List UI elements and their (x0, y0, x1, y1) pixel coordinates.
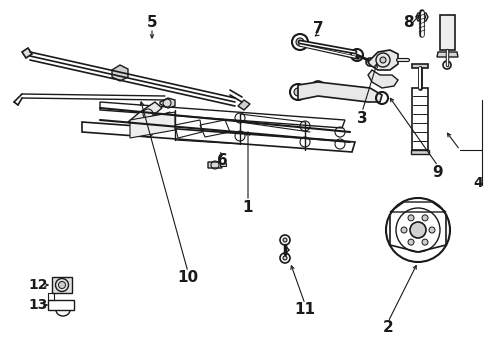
Polygon shape (238, 100, 250, 110)
Circle shape (401, 227, 407, 233)
Polygon shape (220, 163, 226, 166)
Polygon shape (208, 162, 222, 168)
Circle shape (283, 238, 287, 242)
Polygon shape (52, 277, 72, 293)
Text: 5: 5 (147, 14, 157, 30)
Circle shape (408, 215, 414, 221)
Polygon shape (298, 82, 382, 102)
Polygon shape (160, 98, 175, 108)
Polygon shape (440, 15, 455, 50)
Text: 6: 6 (217, 153, 227, 167)
Text: 1: 1 (243, 199, 253, 215)
Text: 3: 3 (357, 111, 368, 126)
Text: 13: 13 (28, 298, 48, 312)
Polygon shape (411, 150, 429, 154)
Polygon shape (412, 64, 428, 68)
Polygon shape (368, 50, 398, 70)
Polygon shape (128, 102, 162, 128)
Text: 8: 8 (403, 14, 413, 30)
Polygon shape (112, 65, 128, 81)
Text: 12: 12 (28, 278, 48, 292)
Text: 11: 11 (294, 302, 316, 318)
Circle shape (408, 239, 414, 245)
Circle shape (296, 38, 304, 46)
Circle shape (380, 57, 386, 63)
Text: 4: 4 (473, 176, 483, 190)
Text: 10: 10 (177, 270, 198, 285)
Circle shape (283, 256, 287, 260)
Circle shape (422, 215, 428, 221)
Polygon shape (416, 13, 428, 21)
Text: 2: 2 (383, 320, 393, 336)
Circle shape (294, 88, 302, 96)
Circle shape (429, 227, 435, 233)
Text: 7: 7 (313, 21, 323, 36)
Polygon shape (130, 112, 175, 138)
Polygon shape (368, 70, 398, 88)
Circle shape (410, 222, 426, 238)
Polygon shape (22, 48, 32, 58)
Text: 9: 9 (433, 165, 443, 180)
Circle shape (422, 239, 428, 245)
Polygon shape (437, 52, 458, 57)
Circle shape (58, 282, 66, 288)
